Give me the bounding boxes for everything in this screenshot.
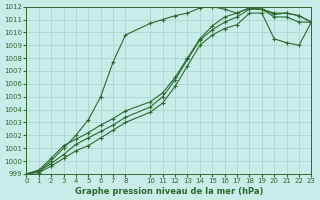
X-axis label: Graphe pression niveau de la mer (hPa): Graphe pression niveau de la mer (hPa) xyxy=(75,187,263,196)
